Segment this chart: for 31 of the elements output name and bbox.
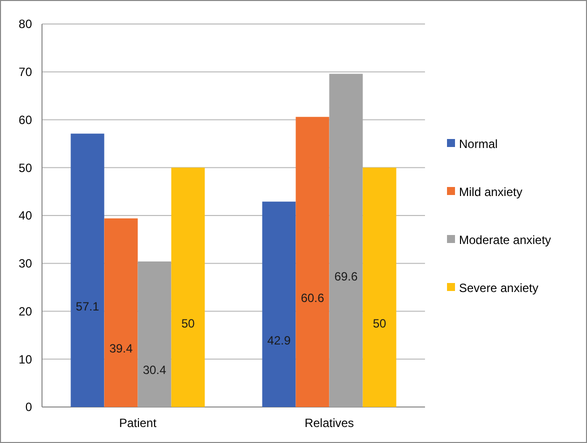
y-tick-label: 50 [18,160,32,175]
data-label: 30.4 [142,363,167,378]
legend-label: Mild anxiety [459,185,522,200]
data-label: 39.4 [109,342,133,356]
data-label: 60.6 [300,290,324,305]
y-tick-label: 80 [18,17,32,32]
y-tick-label: 30 [18,256,32,271]
bar [104,218,138,407]
legend-label: Moderate anxiety [459,233,552,248]
bar [296,116,330,407]
y-tick-label: 0 [25,400,32,414]
x-tick-label: Relatives [304,416,354,430]
bar [138,261,172,407]
bar [329,74,363,407]
bar [262,202,296,407]
bar [171,168,205,407]
legend-label: Normal [459,137,498,152]
bar [362,168,396,407]
data-label: 50 [372,316,387,330]
y-tick-label: 70 [18,65,32,80]
y-tick-label: 60 [18,112,32,127]
legend-label: Severe anxiety [459,281,538,296]
data-label: 50 [181,316,196,330]
data-label: 69.6 [334,269,358,284]
x-tick-label: Patient [119,416,158,430]
data-label: 57.1 [76,299,100,314]
data-label: 42.9 [267,333,291,348]
y-tick-label: 20 [18,304,32,318]
bar [70,134,104,407]
y-tick-label: 10 [18,352,32,366]
y-tick-label: 40 [18,208,32,223]
